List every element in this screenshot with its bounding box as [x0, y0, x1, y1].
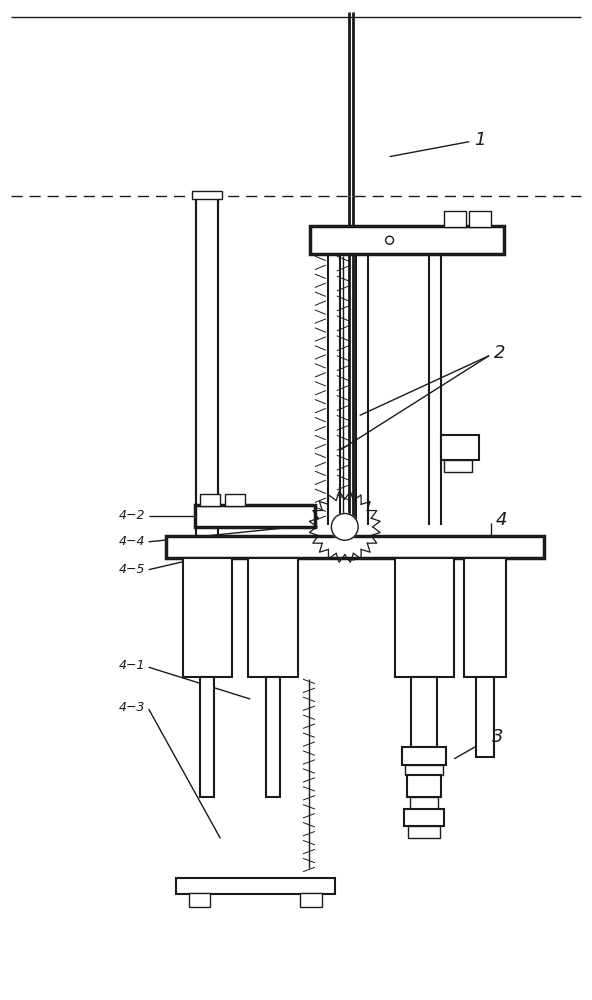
Text: 4−2: 4−2	[119, 509, 146, 522]
Bar	[411, 677, 437, 747]
Text: 4−3: 4−3	[119, 701, 146, 714]
Bar	[176, 878, 335, 894]
Bar	[403, 747, 446, 765]
Bar	[310, 226, 504, 254]
Bar	[201, 677, 214, 797]
Bar	[248, 558, 298, 677]
Bar	[476, 677, 494, 757]
Bar	[441, 435, 479, 460]
Text: 4: 4	[496, 511, 507, 529]
Bar	[445, 460, 472, 472]
Bar	[464, 558, 506, 677]
Bar	[266, 677, 280, 797]
Text: 1: 1	[474, 131, 485, 149]
Bar	[197, 196, 218, 525]
Bar	[182, 558, 232, 677]
Bar	[404, 809, 445, 826]
Bar	[201, 494, 220, 506]
Bar	[300, 893, 322, 907]
Bar	[394, 558, 454, 677]
Bar	[192, 191, 223, 199]
Bar	[166, 536, 544, 558]
Circle shape	[332, 513, 358, 540]
Bar	[408, 826, 440, 838]
Bar	[407, 775, 441, 797]
Bar	[406, 765, 443, 775]
Bar	[445, 211, 466, 227]
Bar	[195, 505, 315, 527]
Bar	[188, 893, 210, 907]
Text: 4−4: 4−4	[119, 535, 146, 548]
Text: 3: 3	[492, 728, 504, 746]
Circle shape	[385, 236, 394, 244]
Text: 2: 2	[494, 344, 506, 362]
Bar	[410, 797, 438, 809]
Text: 4−5: 4−5	[119, 563, 146, 576]
Text: 4−1: 4−1	[119, 659, 146, 672]
Bar	[226, 494, 245, 506]
Bar	[469, 211, 491, 227]
